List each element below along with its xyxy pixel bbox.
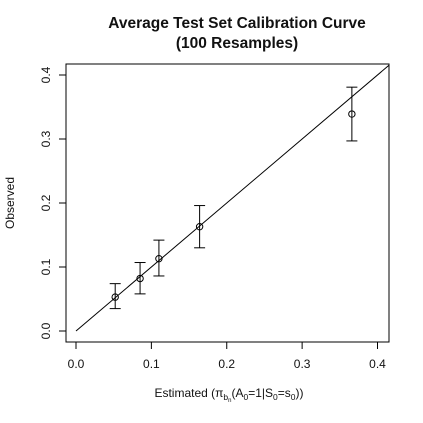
data-point [348,110,356,118]
y-tick-label: 0.1 [39,258,53,275]
data-point [155,254,163,263]
y-axis-label: Observed [3,177,17,229]
error-bar [153,239,165,277]
reference-line [75,65,390,332]
x-tick-label: 0.4 [369,357,386,371]
x-axis: 0.0 0.1 0.2 0.3 0.4 [68,341,386,371]
y-tick-label: 0.3 [39,130,53,147]
x-tick-label: 0.1 [143,357,160,371]
y-tick-label: 0.4 [39,66,53,83]
y-axis: 0.0 0.1 0.2 0.3 0.4 [39,66,67,339]
y-tick-label: 0.2 [39,194,53,211]
chart-title: Average Test Set Calibration Curve [108,15,366,32]
data-point [195,222,204,231]
error-bar [194,205,206,249]
error-bar [134,262,146,295]
y-tick-label: 0.0 [39,322,53,339]
error-bar [109,283,121,310]
chart-subtitle: (100 Resamples) [176,35,298,52]
x-axis-label: Estimated (πbn(A0=1|S0=s0)) [154,386,303,404]
data-points [111,110,356,301]
data-point [136,274,144,283]
error-bars [109,86,358,310]
x-tick-label: 0.0 [68,357,85,371]
data-point [111,293,119,301]
x-tick-label: 0.2 [218,357,235,371]
x-tick-label: 0.3 [294,357,311,371]
error-bar [346,86,358,142]
